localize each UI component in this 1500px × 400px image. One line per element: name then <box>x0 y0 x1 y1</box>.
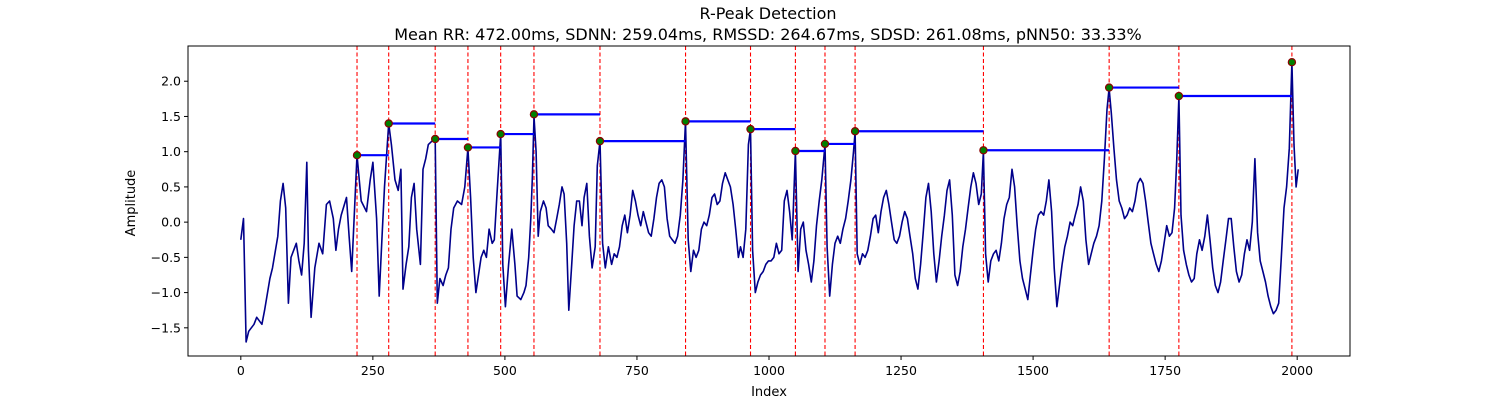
peak-point <box>681 117 690 126</box>
rr-interval-segments <box>357 86 1292 157</box>
x-tick-label: 1000 <box>753 363 785 378</box>
peak-point <box>1104 83 1114 92</box>
y-axis-ticks: −1.5 −1.0 −0.5 0.0 0.5 1.0 1.5 2.0 <box>151 74 188 335</box>
signal-layer <box>240 61 1299 343</box>
y-tick-label: 1.0 <box>161 144 181 159</box>
x-axis-ticks: 0 250 500 750 1000 1250 1500 1750 2000 <box>237 356 1313 378</box>
chart-subtitle: Mean RR: 472.00ms, SDNN: 259.04ms, RMSSD… <box>394 25 1142 44</box>
peak-point <box>430 134 440 144</box>
peak-point <box>496 129 505 139</box>
x-axis-label: Index <box>751 385 787 400</box>
peak-point <box>1174 91 1184 101</box>
x-tick-label: 500 <box>493 363 517 378</box>
chart-title: R-Peak Detection <box>699 4 836 23</box>
peak-point <box>1287 58 1297 67</box>
x-tick-label: 250 <box>361 363 385 378</box>
peak-point <box>979 146 988 155</box>
y-tick-label: 0.5 <box>161 179 181 194</box>
y-tick-label: 1.5 <box>161 109 181 124</box>
peak-point <box>352 151 362 160</box>
y-tick-label: −1.0 <box>151 285 181 300</box>
x-tick-label: 0 <box>237 363 245 378</box>
x-tick-label: 750 <box>625 363 649 378</box>
signal-line <box>240 61 1299 343</box>
x-tick-label: 1250 <box>885 363 917 378</box>
peak-points <box>352 58 1297 160</box>
x-tick-label: 1750 <box>1149 363 1181 378</box>
x-tick-label: 2000 <box>1281 363 1313 378</box>
y-tick-label: 0.0 <box>161 215 181 230</box>
y-tick-label: −0.5 <box>151 250 181 265</box>
peak-point <box>820 139 830 149</box>
y-tick-label: −1.5 <box>151 320 181 335</box>
y-axis-label: Amplitude <box>124 170 139 237</box>
x-tick-label: 1500 <box>1017 363 1049 378</box>
peak-point <box>850 127 860 136</box>
peak-point <box>529 110 539 119</box>
y-tick-label: 2.0 <box>161 74 181 89</box>
peak-point <box>791 146 800 156</box>
peak-point <box>384 119 393 128</box>
peak-point <box>463 143 473 152</box>
peak-point <box>595 136 605 146</box>
peak-point <box>746 124 755 134</box>
